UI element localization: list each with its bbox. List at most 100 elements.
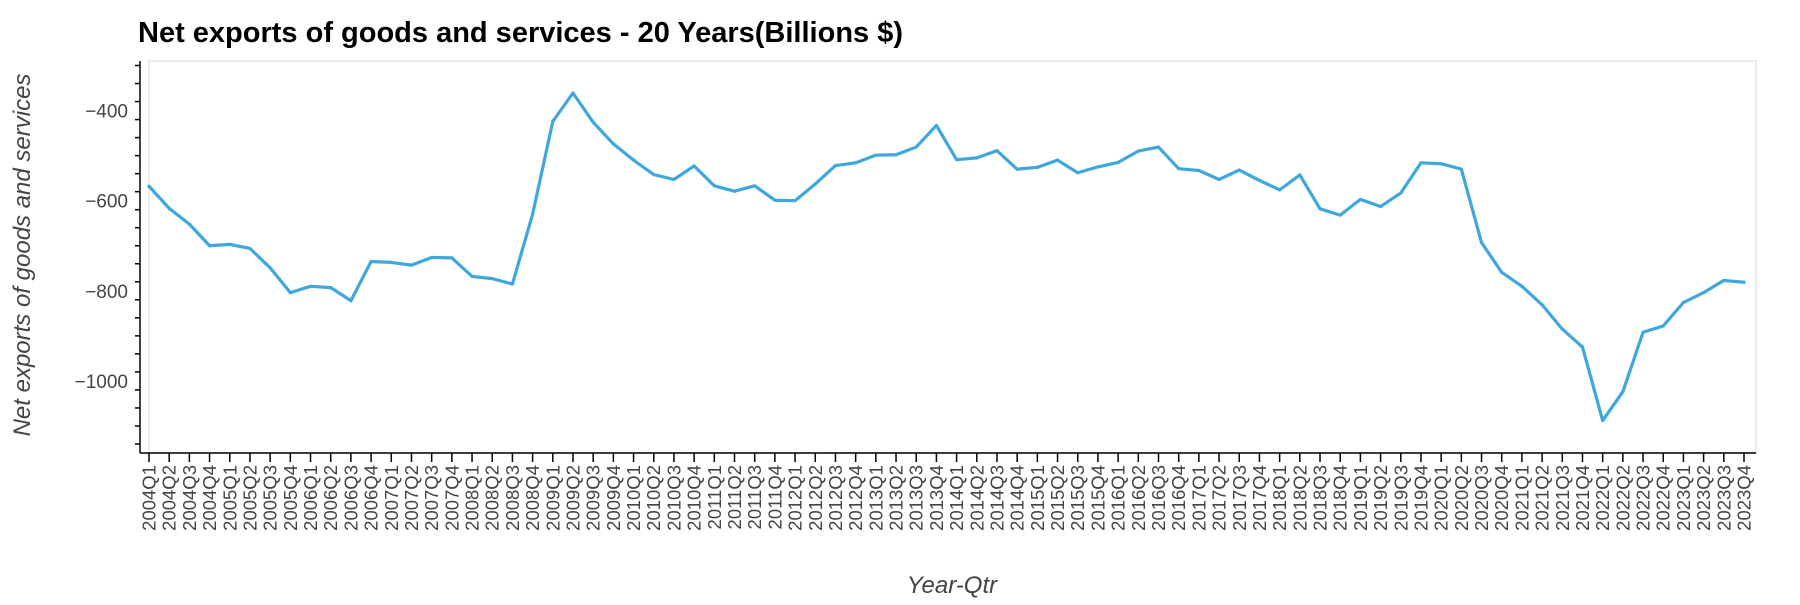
data-point xyxy=(1076,171,1080,175)
x-tick-label: 2008Q2 xyxy=(482,465,503,531)
x-tick-label: 2023Q4 xyxy=(1734,465,1755,531)
data-point xyxy=(712,184,716,188)
y-axis-title: Net exports of goods and services xyxy=(9,74,36,437)
x-axis: 2004Q1 2004Q2 2004Q3 2004Q4 2005Q1 2005Q2 2005… xyxy=(139,452,1756,531)
x-tick-label: 2004Q2 xyxy=(159,465,180,531)
data-point xyxy=(1156,145,1161,149)
data-point xyxy=(854,161,858,165)
data-point xyxy=(187,222,191,226)
x-tick-label: 2004Q1 xyxy=(139,465,160,531)
x-tick-label: 2023Q1 xyxy=(1673,465,1694,531)
x-tick-label: 2022Q3 xyxy=(1633,465,1654,531)
data-point xyxy=(1338,213,1342,217)
data-point xyxy=(228,242,232,246)
x-tick-label: 2023Q3 xyxy=(1713,465,1734,531)
x-tick-label: 2021Q3 xyxy=(1552,465,1573,531)
data-point xyxy=(894,153,898,157)
data-point xyxy=(248,246,252,251)
x-tick-label: 2022Q1 xyxy=(1592,465,1613,531)
data-point xyxy=(1015,167,1019,171)
x-tick-label: 2011Q2 xyxy=(724,465,745,529)
x-tick-label: 2018Q2 xyxy=(1289,465,1310,531)
data-point xyxy=(1197,168,1201,173)
data-point xyxy=(1540,303,1544,307)
data-point xyxy=(308,284,313,288)
plot-area xyxy=(148,60,1757,454)
data-point xyxy=(1217,177,1221,182)
x-tick-label: 2013Q2 xyxy=(886,465,907,531)
x-tick-label: 2019Q1 xyxy=(1350,465,1371,531)
x-tick-label: 2015Q2 xyxy=(1047,465,1068,531)
data-point xyxy=(268,266,272,270)
data-point xyxy=(1399,191,1403,195)
x-tick-label: 2017Q3 xyxy=(1229,465,1250,531)
x-tick-label: 2015Q4 xyxy=(1087,465,1108,531)
data-point xyxy=(1742,280,1746,284)
x-tick-label: 2006Q2 xyxy=(320,465,341,531)
x-tick-label: 2004Q3 xyxy=(179,465,200,531)
x-tick-label: 2005Q3 xyxy=(260,465,281,531)
data-point xyxy=(288,290,292,295)
data-point xyxy=(167,206,171,210)
x-tick-label: 2008Q1 xyxy=(462,465,483,531)
data-point xyxy=(1439,162,1443,166)
data-point xyxy=(1641,330,1645,334)
data-point xyxy=(490,277,494,281)
x-tick-label: 2010Q4 xyxy=(684,465,705,531)
x-tick-label: 2012Q3 xyxy=(825,465,846,531)
x-tick-label: 2010Q1 xyxy=(623,465,644,531)
data-point xyxy=(571,91,575,95)
data-point xyxy=(450,256,454,260)
x-tick-label: 2014Q3 xyxy=(986,465,1007,531)
data-point xyxy=(369,259,373,264)
data-point xyxy=(1520,284,1524,288)
x-tick-label: 2018Q3 xyxy=(1310,465,1331,531)
x-tick-label: 2017Q2 xyxy=(1209,465,1230,531)
x-tick-label: 2014Q4 xyxy=(1007,465,1028,531)
x-tick-label: 2004Q4 xyxy=(199,465,220,531)
x-tick-label: 2014Q2 xyxy=(966,465,987,531)
x-tick-label: 2008Q3 xyxy=(502,465,523,531)
chart-title: Net exports of goods and services - 20 Y… xyxy=(138,17,903,49)
x-tick-label: 2019Q4 xyxy=(1410,465,1431,531)
data-point xyxy=(531,212,535,216)
x-tick-label: 2018Q4 xyxy=(1330,465,1351,531)
data-point xyxy=(1419,161,1423,165)
x-tick-label: 2007Q3 xyxy=(421,465,442,531)
x-tick-label: 2010Q2 xyxy=(643,465,664,531)
x-tick-label: 2009Q4 xyxy=(603,465,624,531)
data-point xyxy=(207,244,212,248)
data-point xyxy=(1035,165,1039,169)
x-tick-label: 2009Q1 xyxy=(542,465,563,531)
data-point xyxy=(672,177,676,182)
data-point xyxy=(914,145,918,149)
data-point xyxy=(510,282,515,286)
data-point xyxy=(551,119,555,123)
x-tick-label: 2006Q3 xyxy=(340,465,361,531)
x-tick-label: 2006Q1 xyxy=(300,465,321,531)
x-tick-label: 2006Q4 xyxy=(361,465,382,531)
data-point xyxy=(1237,168,1241,172)
x-tick-label: 2013Q1 xyxy=(865,465,886,531)
x-tick-label: 2007Q4 xyxy=(441,465,462,531)
x-tick-label: 2009Q2 xyxy=(562,465,583,531)
x-tick-label: 2012Q4 xyxy=(845,465,866,531)
x-tick-label: 2011Q4 xyxy=(764,465,785,529)
x-tick-label: 2011Q3 xyxy=(744,465,765,529)
x-tick-label: 2020Q3 xyxy=(1471,465,1492,531)
data-point xyxy=(470,274,474,278)
data-point xyxy=(975,156,979,160)
x-tick-label: 2017Q4 xyxy=(1249,465,1270,531)
x-tick-label: 2013Q3 xyxy=(906,465,927,531)
x-tick-label: 2020Q1 xyxy=(1431,465,1452,531)
x-tick-label: 2020Q2 xyxy=(1451,465,1472,531)
x-tick-label: 2017Q1 xyxy=(1188,465,1209,531)
data-point xyxy=(874,153,878,157)
data-point xyxy=(430,255,434,260)
data-point xyxy=(652,172,656,177)
x-tick-label: 2008Q4 xyxy=(522,465,543,531)
data-point xyxy=(1681,300,1686,305)
data-point xyxy=(1621,390,1625,394)
